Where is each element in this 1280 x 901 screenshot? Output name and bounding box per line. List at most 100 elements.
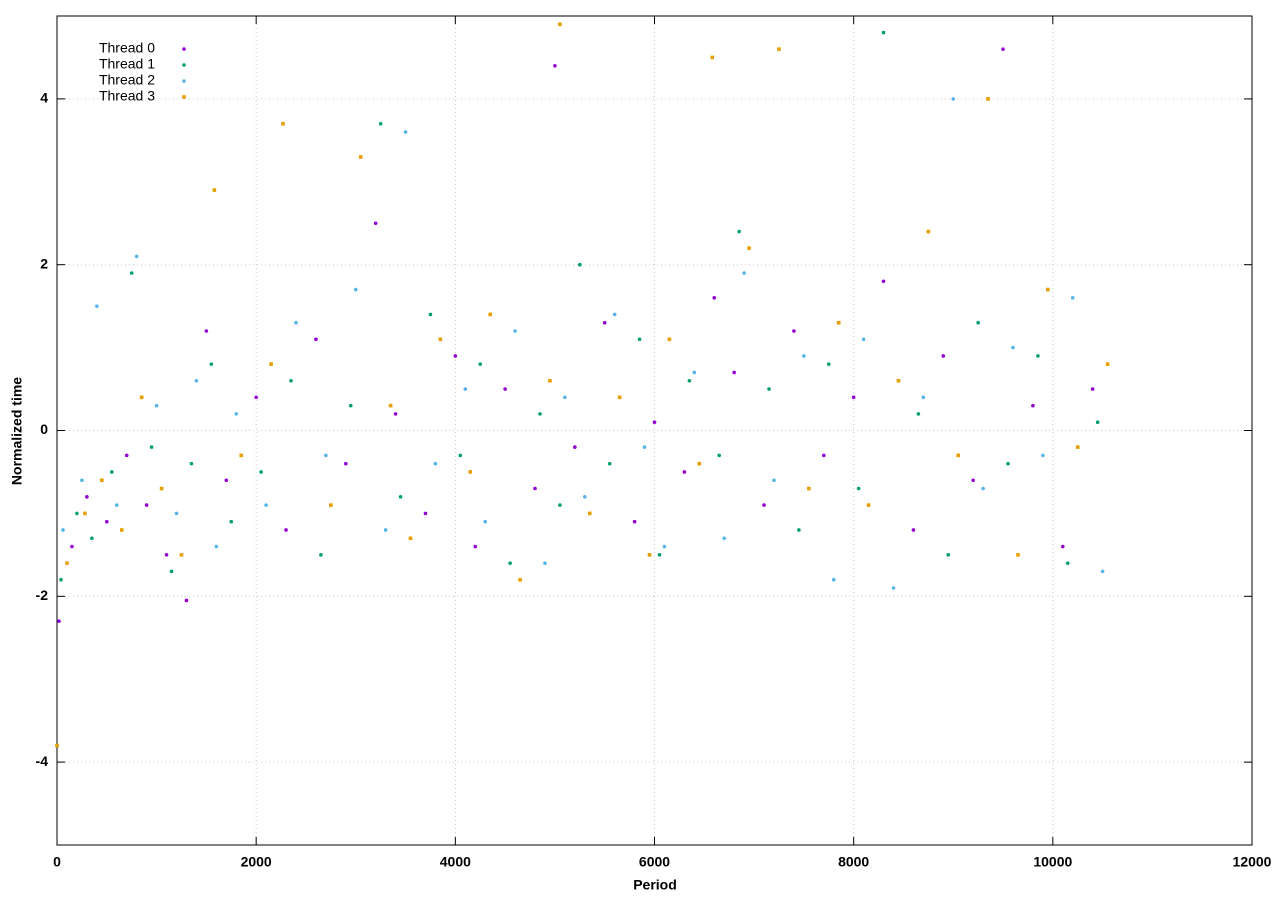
point [75, 511, 79, 516]
point [224, 478, 229, 483]
point [463, 387, 468, 391]
point [90, 536, 94, 541]
y-tick-label: 0 [40, 421, 48, 437]
point [254, 395, 258, 400]
y-tick-label: -4 [36, 753, 49, 769]
point [169, 569, 174, 574]
point [896, 378, 901, 383]
point [543, 561, 547, 565]
point [184, 598, 189, 603]
y-axis-label: Normalized time [9, 377, 25, 485]
point [159, 486, 164, 491]
x-tick-label: 10000 [1033, 854, 1072, 870]
point [946, 553, 951, 557]
point [1070, 296, 1075, 300]
point [109, 470, 114, 474]
point [458, 453, 463, 458]
point [881, 279, 886, 284]
point [553, 63, 557, 68]
x-tick-label: 6000 [639, 854, 670, 870]
point [284, 528, 288, 532]
point [269, 362, 273, 366]
point [1075, 445, 1080, 449]
point [204, 329, 209, 333]
legend-label: Thread 1 [99, 56, 155, 72]
point [642, 445, 647, 449]
point [916, 412, 921, 416]
x-tick-label: 4000 [440, 854, 471, 870]
point [473, 544, 478, 549]
legend-marker [182, 95, 186, 99]
point [1090, 387, 1095, 391]
point [319, 553, 323, 557]
legend-label: Thread 2 [99, 72, 155, 88]
point [617, 395, 622, 400]
point [488, 312, 492, 317]
point [139, 395, 144, 400]
point [119, 528, 124, 532]
point [259, 470, 263, 474]
point [1100, 569, 1105, 574]
point [324, 453, 328, 458]
point [483, 519, 488, 524]
point [428, 312, 433, 317]
point [956, 453, 961, 458]
point [518, 577, 522, 582]
point [657, 553, 662, 557]
point [607, 461, 612, 466]
point [737, 229, 741, 234]
point [114, 503, 119, 507]
point [926, 229, 931, 234]
point [1016, 553, 1020, 557]
point [891, 586, 896, 590]
legend-marker [182, 47, 186, 51]
point [981, 486, 985, 491]
point [612, 312, 617, 317]
point [61, 528, 65, 532]
point [239, 453, 244, 458]
point [83, 511, 87, 516]
point [234, 412, 239, 416]
point [144, 503, 149, 507]
point [174, 511, 179, 516]
point [289, 378, 293, 383]
point [194, 378, 199, 383]
point [722, 536, 727, 541]
point [398, 495, 403, 499]
point [373, 221, 378, 226]
point [1065, 561, 1070, 565]
point [881, 30, 886, 35]
point [1046, 287, 1050, 292]
point [866, 503, 871, 507]
point [179, 553, 184, 557]
point [85, 495, 89, 499]
point [573, 445, 577, 449]
point [587, 511, 592, 516]
point [1041, 453, 1045, 458]
point [264, 503, 268, 507]
point [1031, 403, 1035, 408]
point [732, 370, 736, 375]
point [134, 254, 139, 259]
point [652, 420, 657, 425]
point [503, 387, 507, 391]
point [941, 354, 946, 358]
point [772, 478, 776, 483]
point [802, 354, 806, 358]
point [149, 445, 154, 449]
point [747, 246, 751, 250]
point [438, 337, 443, 342]
y-tick-label: 4 [40, 90, 48, 106]
point [1001, 47, 1005, 51]
point [861, 337, 866, 342]
point [831, 577, 836, 582]
point [717, 453, 722, 458]
point [911, 528, 916, 532]
point [602, 320, 607, 325]
point [453, 354, 458, 358]
point [70, 544, 74, 549]
point [687, 378, 692, 383]
plot-frame [56, 15, 1253, 846]
point [124, 453, 129, 458]
